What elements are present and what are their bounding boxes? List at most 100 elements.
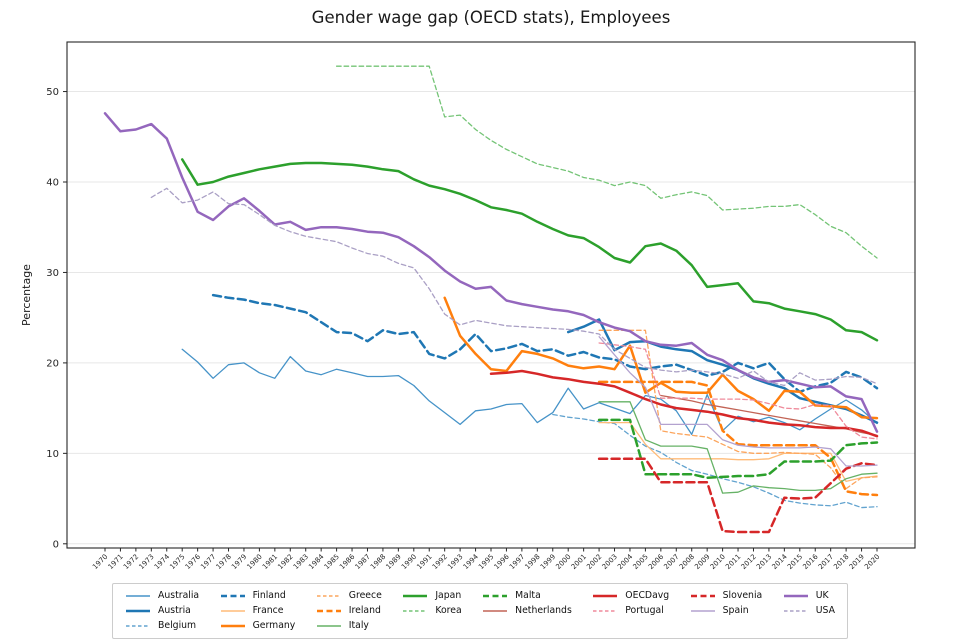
legend-label: Korea	[435, 605, 462, 616]
legend-swatch-netherlands	[483, 610, 508, 612]
legend-label: Spain	[722, 605, 749, 616]
legend-item: Germany	[220, 619, 296, 633]
x-tick-label: 1971	[107, 553, 125, 571]
x-tick-label: 1988	[369, 553, 387, 571]
series-line-austria	[566, 318, 879, 424]
x-tick-label: 2009	[693, 553, 711, 571]
x-tick-label: 2016	[801, 552, 820, 571]
x-tick-label: 1986	[338, 552, 357, 571]
x-tick-label: 2013	[755, 553, 773, 571]
legend-swatch-slovenia	[690, 594, 715, 598]
x-tick-label: 2003	[601, 553, 619, 571]
legend-label: Greece	[348, 590, 382, 601]
legend-swatch-spain	[690, 610, 715, 612]
series-line-finland	[211, 293, 879, 394]
legend-item: Greece	[316, 589, 382, 603]
legend-label: Italy	[348, 620, 369, 631]
legend-item: Spain	[690, 604, 763, 618]
y-tick-label: 20	[46, 358, 59, 369]
x-tick-label: 2008	[678, 553, 696, 571]
x-tick-label: 2018	[832, 553, 850, 571]
x-tick-label: 2004	[616, 552, 635, 571]
x-tick-label: 1992	[431, 553, 449, 571]
legend-swatch-france	[220, 610, 245, 612]
x-tick-label: 1977	[199, 553, 217, 571]
series-line-ireland	[597, 380, 879, 497]
chart-title: Gender wage gap (OECD stats), Employees	[311, 8, 671, 27]
legend-column: Australia Austria Belgium	[125, 589, 199, 633]
legend-swatch-finland	[220, 594, 245, 598]
legend-label: UK	[815, 590, 829, 601]
legend-swatch-japan	[403, 594, 428, 598]
legend-swatch-malta	[483, 594, 508, 598]
x-tick-label: 1985	[323, 553, 341, 571]
x-tick-label: 2005	[632, 553, 650, 571]
legend-item: Korea	[402, 604, 462, 618]
legend-label: Slovenia	[722, 590, 763, 601]
x-tick-label: 1989	[385, 553, 403, 571]
y-tick-label: 40	[46, 178, 59, 189]
x-tick-label: 1972	[122, 553, 140, 571]
x-tick-label: 1979	[230, 553, 248, 571]
series-line-slovenia	[597, 457, 879, 534]
x-tick-label: 2001	[570, 553, 588, 571]
series-line-portugal	[598, 342, 878, 440]
series-line-malta	[597, 418, 879, 480]
x-tick-label: 2020	[863, 553, 881, 571]
legend-label: France	[252, 605, 284, 616]
legend-swatch-korea	[403, 610, 428, 612]
legend-swatch-belgium	[126, 625, 150, 627]
legend-swatch-germany	[220, 624, 245, 628]
y-tick-label: 30	[46, 268, 59, 279]
legend-item: Ireland	[316, 604, 382, 618]
legend-swatch-italy	[316, 625, 341, 627]
legend-column: OECDavg Portugal	[592, 589, 669, 633]
legend-label: Netherlands	[515, 605, 572, 616]
legend-item: Austria	[125, 604, 199, 618]
legend-column: Malta Netherlands	[482, 589, 572, 633]
series-line-usa	[150, 187, 878, 387]
x-tick-label: 1983	[292, 553, 310, 571]
x-tick-label: 1975	[168, 553, 186, 571]
x-tick-label: 1980	[246, 553, 264, 571]
legend-item: Australia	[125, 589, 199, 603]
legend-item: Belgium	[125, 619, 199, 633]
x-tick-label: 1984	[307, 552, 326, 571]
legend-swatch-austria	[126, 609, 150, 613]
x-tick-label: 2010	[709, 553, 727, 571]
x-tick-label: 2011	[724, 553, 742, 571]
x-tick-label: 2007	[662, 553, 680, 571]
series-line-greece	[598, 329, 878, 490]
x-tick-label: 2019	[848, 553, 866, 571]
x-tick-label: 1990	[400, 553, 418, 571]
legend-item: France	[220, 604, 296, 618]
y-tick-label: 0	[53, 539, 59, 550]
x-tick-label: 2006	[647, 552, 666, 571]
legend-label: Belgium	[158, 620, 197, 631]
legend-swatch-australia	[126, 595, 150, 597]
x-tick-label: 2012	[740, 553, 758, 571]
x-tick-label: 1996	[493, 552, 512, 571]
x-tick-label: 1994	[462, 552, 481, 571]
x-tick-label: 1987	[354, 553, 372, 571]
x-tick-label: 1978	[215, 553, 233, 571]
series-line-korea	[335, 65, 878, 259]
legend-column: Greece Ireland Italy	[316, 589, 382, 633]
plot-border	[66, 41, 916, 549]
x-tick-label: 1974	[153, 552, 172, 571]
legend-label: Ireland	[348, 605, 381, 616]
legend-swatch-portugal	[593, 610, 618, 612]
x-tick-label: 1976	[184, 552, 203, 571]
legend-column: UK USA	[783, 589, 835, 633]
x-tick-label: 2015	[786, 553, 804, 571]
legend-column: Finland France Germany	[220, 589, 296, 633]
legend-label: Australia	[158, 590, 200, 601]
legend-item: Portugal	[592, 604, 669, 618]
legend-item: Malta	[482, 589, 572, 603]
legend-label: Germany	[252, 620, 296, 631]
series-line-uk	[103, 112, 879, 433]
legend-label: Japan	[435, 590, 462, 601]
legend-swatch-ireland	[316, 609, 341, 613]
